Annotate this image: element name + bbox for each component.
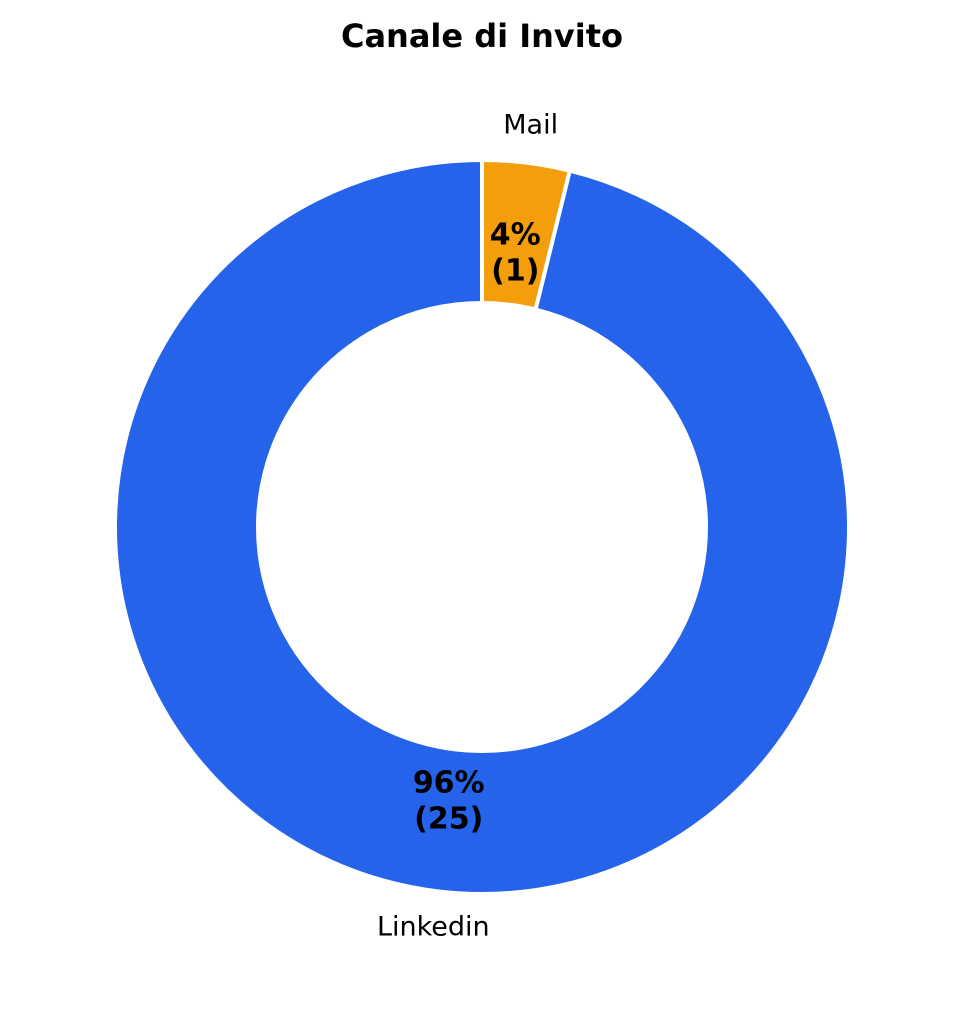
value-label: (25) (414, 801, 483, 836)
percentage-label: 4% (490, 218, 541, 253)
percentage-label: 96% (413, 765, 485, 800)
chart-title: Canale di Invito (341, 17, 623, 55)
donut-slice (113, 157, 851, 896)
category-label: Linkedin (377, 912, 490, 943)
value-label: (1) (491, 254, 539, 289)
category-label: Mail (503, 109, 558, 140)
